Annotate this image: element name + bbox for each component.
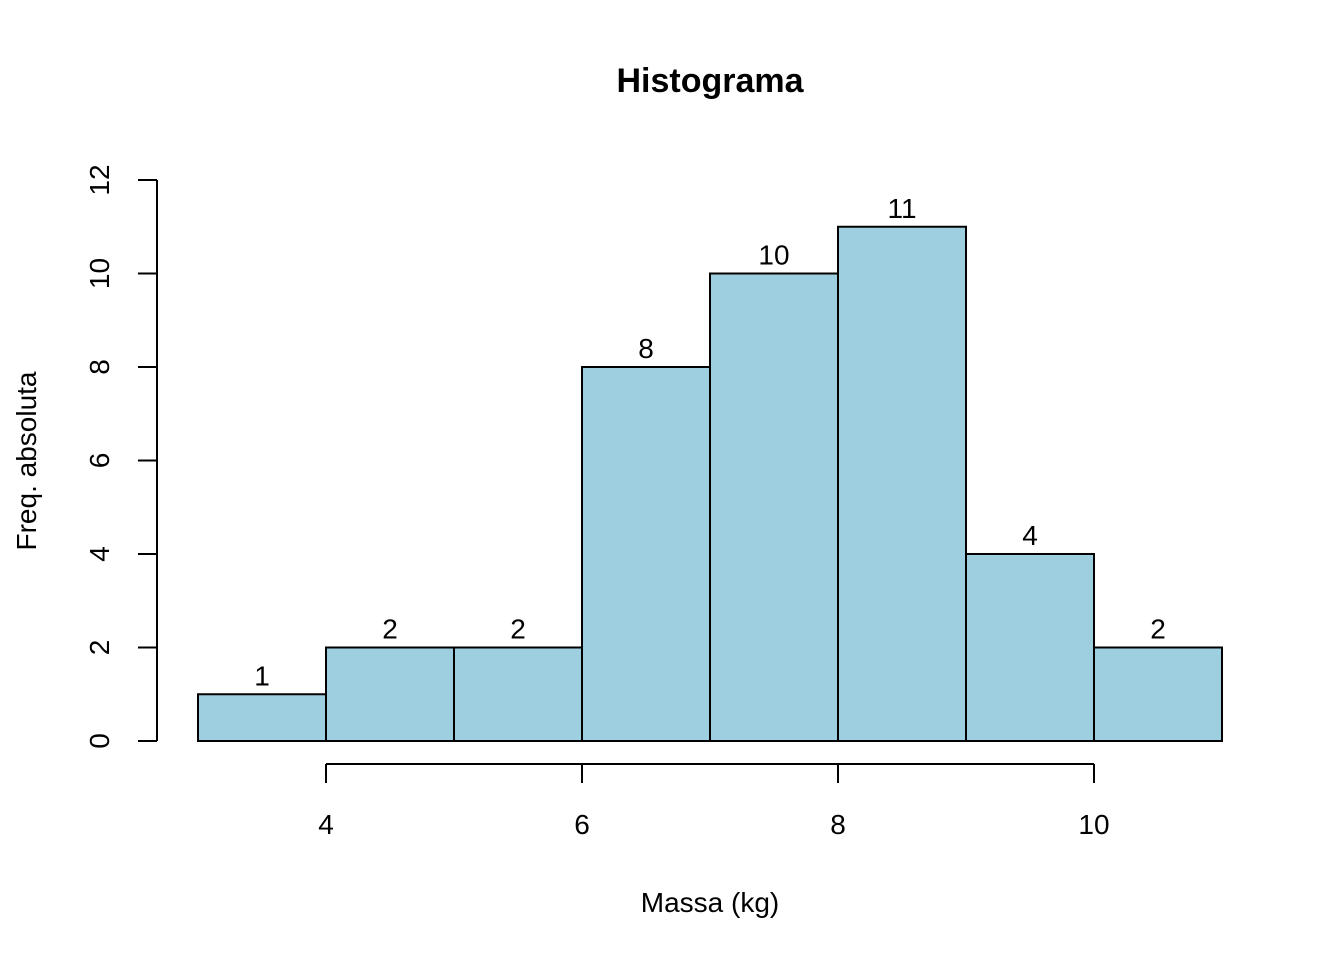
bar-value-label: 4 [1022, 520, 1038, 551]
bar-value-label: 2 [510, 614, 526, 645]
chart-title: Histograma [616, 62, 804, 100]
histogram-bar [837, 225, 967, 742]
bar-value-label: 10 [758, 240, 789, 271]
y-axis: 0 2 4 6 8 10 12 [84, 164, 158, 749]
x-tick-label: 6 [574, 809, 590, 840]
x-tick-label: 8 [830, 809, 846, 840]
y-axis-label: Freq. absoluta [11, 371, 42, 550]
x-axis: 4 6 8 10 [318, 763, 1110, 840]
bar-labels-group: 1 2 2 8 10 11 4 2 [254, 193, 1166, 692]
histogram-bar [581, 366, 711, 742]
histogram-bar [197, 693, 327, 742]
histogram-bar [965, 553, 1095, 742]
bar-value-label: 8 [638, 333, 654, 364]
x-tick-label: 10 [1078, 809, 1109, 840]
x-tick-label: 4 [318, 809, 334, 840]
y-tick-label: 0 [84, 733, 115, 749]
histogram-bar [709, 272, 839, 742]
bars-group [197, 225, 1223, 742]
bar-value-label: 2 [1150, 614, 1166, 645]
bar-value-label: 2 [382, 614, 398, 645]
histogram-bar [453, 646, 583, 742]
y-tick-label: 4 [84, 546, 115, 562]
bar-value-label: 1 [254, 660, 270, 691]
histogram-bar [325, 646, 455, 742]
histogram-bar [1093, 646, 1223, 742]
x-axis-label: Massa (kg) [641, 887, 779, 918]
y-tick-label: 2 [84, 640, 115, 656]
y-tick-label: 8 [84, 359, 115, 375]
y-tick-label: 10 [84, 258, 115, 289]
y-tick-label: 12 [84, 164, 115, 195]
y-tick-label: 6 [84, 453, 115, 469]
bar-value-label: 11 [887, 193, 916, 224]
